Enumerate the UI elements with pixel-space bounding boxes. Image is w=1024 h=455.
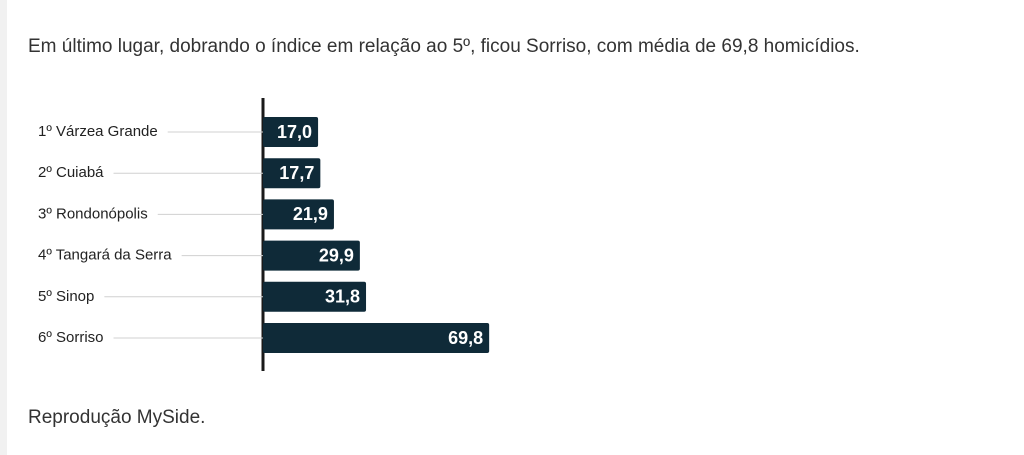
category-label: 3º Rondonópolis [38,205,148,222]
caption: Reprodução MySide. [28,407,206,428]
category-label: 1º Várzea Grande [38,123,158,140]
category-label: 2º Cuiabá [38,164,104,181]
value-label: 17,7 [279,163,314,183]
bar [263,323,490,353]
bar [263,199,334,230]
bar [263,240,360,271]
value-label: 31,8 [325,287,360,307]
category-label: 5º Sinop [38,288,94,305]
value-label: 29,9 [319,245,354,265]
paragraph: Em último lugar, dobrando o índice em re… [28,36,860,57]
category-label: 4º Tangará da Serra [38,247,172,264]
side-strip [0,0,7,455]
bar [263,158,321,189]
value-label: 21,9 [293,204,328,224]
value-label: 69,8 [448,328,483,348]
bar [263,281,367,312]
value-label: 17,0 [277,122,312,142]
category-label: 6º Sorriso [38,329,104,346]
bar [263,117,319,147]
